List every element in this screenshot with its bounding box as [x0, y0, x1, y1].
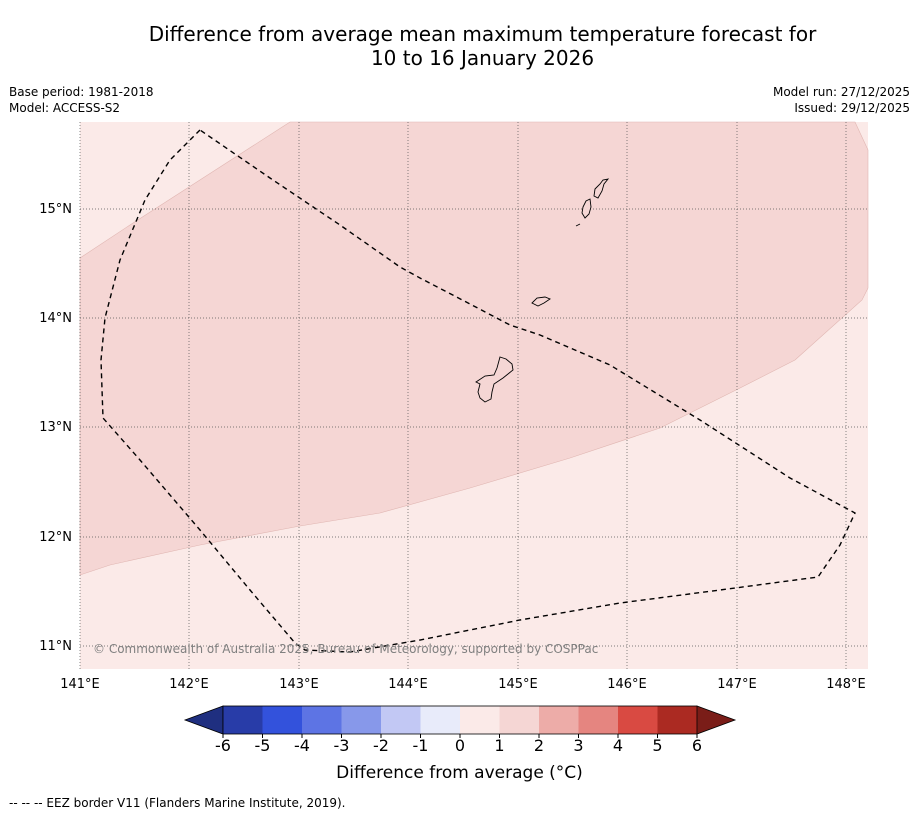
colorbar-segment	[262, 706, 303, 734]
islands	[475, 178, 610, 403]
island-guam	[475, 356, 514, 403]
lon-tick-label: 147°E	[717, 677, 757, 692]
base-period: Base period: 1981-2018	[9, 85, 154, 99]
colorbar: -6 -5 -4 -3 -2 -1 0 1 2 3 4 5 6	[183, 705, 737, 755]
colorbar-over-arrow	[696, 705, 737, 735]
colorbar-tick-label: 5	[652, 736, 662, 755]
colorbar-segment	[578, 706, 619, 734]
colorbar-tick-label: 6	[692, 736, 702, 755]
colorbar-tick-label: 1	[494, 736, 504, 755]
colorbar-tick-label: 3	[573, 736, 583, 755]
colorbar-segment	[499, 706, 540, 734]
title-line-2: 10 to 16 January 2026	[370, 46, 595, 70]
lon-tick-label: 145°E	[498, 677, 538, 692]
eez-footnote: -- -- -- EEZ border V11 (Flanders Marine…	[9, 796, 346, 810]
colorbar-segment	[302, 706, 342, 734]
colorbar-tick-label: -2	[373, 736, 389, 755]
lat-tick-label: 13°N	[39, 420, 72, 435]
map-copyright: © Commonwealth of Australia 2025, Bureau…	[93, 642, 598, 656]
colorbar-tick-label: -1	[413, 736, 429, 755]
issued-date: Issued: 29/12/2025	[794, 101, 910, 115]
map-panel	[79, 121, 869, 669]
lon-tick-label: 143°E	[279, 677, 319, 692]
lon-tick-labels: 141°E 142°E 143°E 144°E 145°E 146°E 147°…	[60, 677, 866, 692]
colorbar-tick-label: -4	[294, 736, 310, 755]
island-aguijan	[575, 223, 581, 227]
map-gridlines	[79, 122, 868, 669]
colorbar-tick-label: -3	[334, 736, 350, 755]
region-1-to-2	[79, 121, 869, 576]
colorbar-segment	[460, 706, 500, 734]
lat-tick-label: 15°N	[39, 202, 72, 217]
colorbar-segment	[341, 706, 382, 734]
colorbar-tick-label: -5	[255, 736, 271, 755]
eez-border	[100, 129, 856, 653]
title-line-1: Difference from average mean maximum tem…	[148, 22, 817, 46]
colorbar-segment	[420, 706, 461, 734]
lon-tick-label: 146°E	[607, 677, 647, 692]
lat-tick-label: 11°N	[39, 639, 72, 654]
colorbar-segment	[223, 706, 263, 734]
island-saipan	[593, 178, 610, 199]
model-name: Model: ACCESS-S2	[9, 101, 121, 115]
meta-right: Model run: 27/12/2025 Issued: 29/12/2025	[773, 84, 910, 116]
colorbar-tick-label: -6	[215, 736, 231, 755]
island-rota	[531, 296, 551, 307]
colorbar-segment	[618, 706, 658, 734]
colorbar-segment	[539, 706, 579, 734]
island-tinian	[581, 198, 592, 219]
lon-tick-label: 142°E	[169, 677, 209, 692]
model-run: Model run: 27/12/2025	[772, 85, 910, 99]
colorbar-segment	[657, 706, 698, 734]
meta-left: Base period: 1981-2018 Model: ACCESS-S2	[9, 84, 154, 116]
colorbar-segment	[381, 706, 421, 734]
colorbar-label: Difference from average (°C)	[336, 763, 583, 783]
map-title: Difference from average mean maximum tem…	[0, 22, 919, 70]
lat-tick-label: 14°N	[39, 311, 72, 326]
lat-tick-label: 12°N	[39, 530, 72, 545]
colorbar-under-arrow	[183, 705, 224, 735]
lon-tick-label: 144°E	[388, 677, 428, 692]
colorbar-tick-label: 2	[534, 736, 544, 755]
lon-tick-label: 141°E	[60, 677, 100, 692]
lat-tick-labels: 15°N 14°N 13°N 12°N 11°N	[39, 202, 72, 654]
lon-tick-label: 148°E	[826, 677, 866, 692]
colorbar-tick-label: 0	[455, 736, 465, 755]
colorbar-tick-label: 4	[613, 736, 623, 755]
